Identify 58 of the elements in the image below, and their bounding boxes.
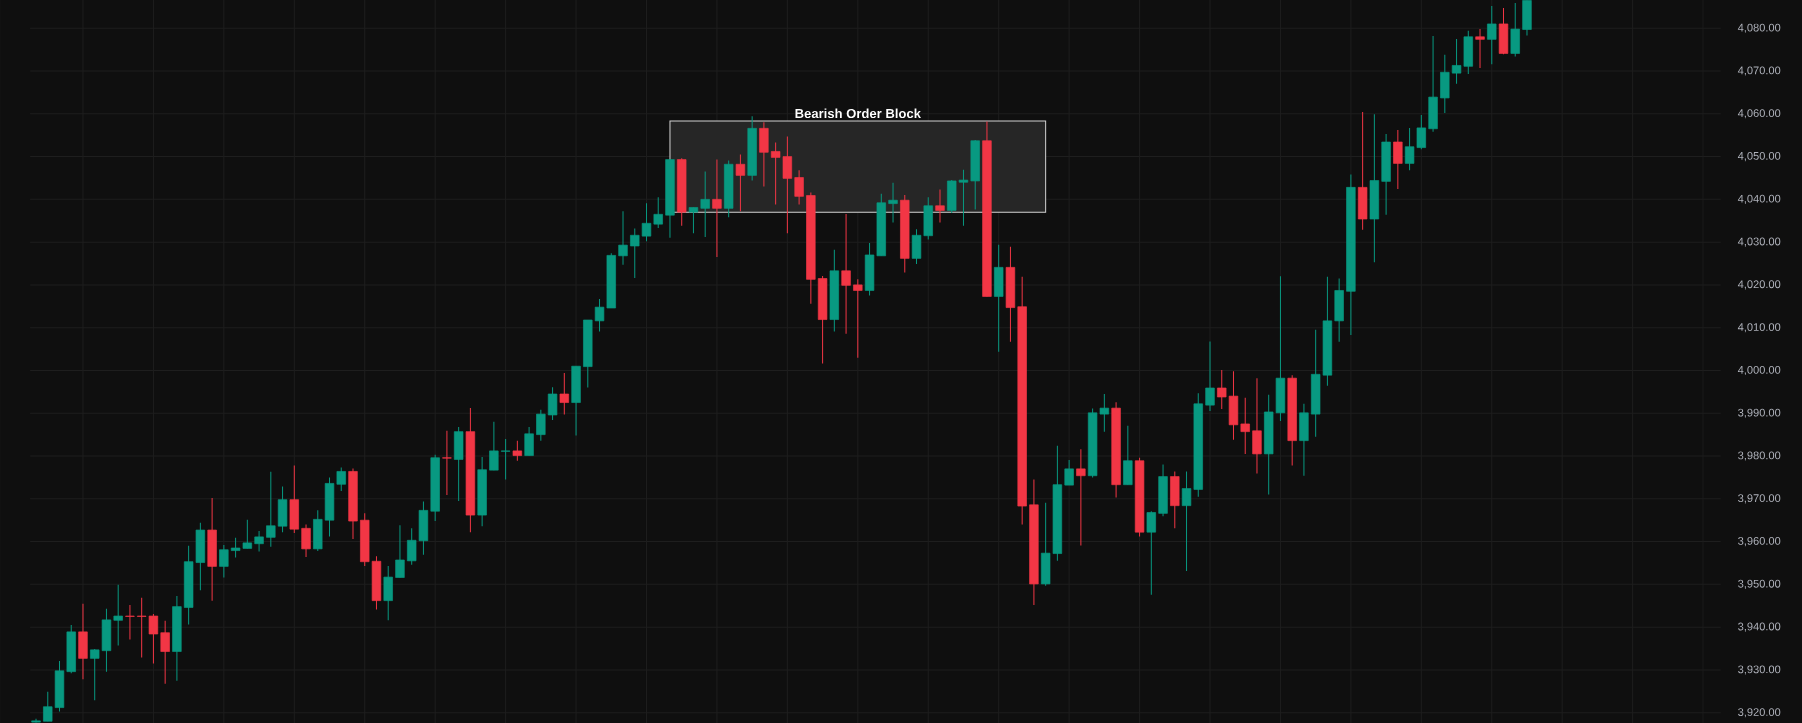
y-tick-label: 4,010.00: [1737, 323, 1781, 333]
candlestick: [160, 620, 170, 685]
y-tick-label: 3,990.00: [1738, 408, 1781, 418]
candlestick: [1252, 377, 1262, 475]
candlestick: [1064, 459, 1074, 486]
y-tick-label: 4,040.00: [1737, 194, 1781, 204]
y-tick-label: 3,940.00: [1738, 622, 1781, 632]
candlestick: [759, 121, 769, 188]
candlestick: [219, 544, 229, 579]
candlestick: [266, 471, 276, 548]
y-tick-label: 3,930.00: [1738, 665, 1781, 675]
candlestick: [841, 213, 851, 335]
candlestick: [113, 584, 123, 647]
candlestick: [547, 386, 558, 421]
y-tick-label: 4,060.00: [1737, 109, 1781, 119]
candlestick: [43, 691, 53, 722]
y-tick-label: 3,970.00: [1738, 494, 1781, 504]
candlestick: [853, 278, 863, 359]
candlestick: [489, 421, 499, 471]
candlestick: [653, 196, 663, 229]
candlestick: [618, 210, 628, 266]
band-label: Bearish Order Block: [795, 108, 921, 119]
candlestick: [1475, 28, 1485, 69]
y-tick-label: 3,920.00: [1738, 708, 1781, 718]
candlestick: [512, 440, 523, 462]
y-tick-label: 4,000.00: [1737, 365, 1781, 376]
candlestick: [254, 530, 264, 552]
y-tick-label: 4,030.00: [1737, 237, 1781, 247]
candlestick: [559, 372, 569, 416]
candlestick: [500, 438, 511, 481]
candlestick: [1123, 425, 1133, 486]
candlestick: [1487, 5, 1497, 65]
y-tick-label: 4,080.00: [1737, 23, 1781, 33]
candlestick: [1240, 397, 1250, 455]
candlestick: [395, 524, 405, 579]
y-tick-label: 3,980.00: [1738, 451, 1781, 461]
candlestick: [301, 523, 311, 558]
candlestick: [1393, 129, 1403, 190]
candlestick: [700, 171, 710, 238]
candlestick: [735, 153, 746, 212]
candlestick: [383, 565, 393, 621]
candlestick: [888, 182, 898, 223]
candlestick: [536, 409, 546, 442]
y-tick-label: 3,960.00: [1738, 537, 1781, 547]
y-tick-label: 3,950.00: [1738, 579, 1781, 589]
candlestick: [442, 430, 452, 496]
candlestick: [794, 169, 804, 205]
candlestick: [1146, 510, 1156, 596]
y-tick-label: 4,070.00: [1737, 66, 1781, 76]
candlestick: [524, 426, 534, 457]
candlestick: [1076, 448, 1086, 546]
candlestick: [688, 206, 699, 234]
y-tick-label: 4,050.00: [1737, 152, 1781, 162]
y-tick-label: 4,020.00: [1737, 280, 1781, 290]
candlestick: [125, 604, 135, 641]
candlestick: [1205, 340, 1215, 412]
candlestick: [712, 159, 722, 258]
candlestick: [935, 189, 945, 223]
